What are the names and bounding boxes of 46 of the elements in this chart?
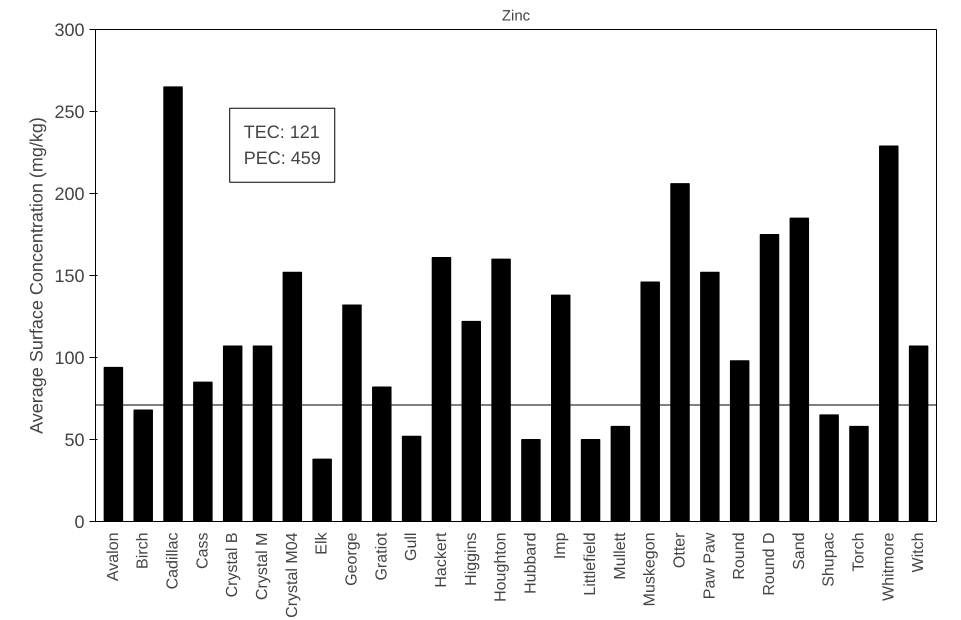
bar (312, 458, 332, 522)
x-tick-label: Houghton (492, 532, 510, 602)
x-tick-label: George (343, 532, 360, 586)
x-tick-label: Avalon (104, 532, 122, 582)
x-tick-label: Birch (134, 532, 152, 569)
bar (849, 426, 869, 522)
x-tick-label: Higgins (462, 532, 480, 586)
x-tick-label: Sand (790, 532, 808, 570)
y-axis-title: Average Surface Concentration (mg/kg) (26, 117, 46, 434)
annotation: TEC: 121 PEC: 459 (244, 122, 321, 168)
bar (521, 439, 541, 522)
x-tick-label: Cass (194, 532, 212, 569)
bar (133, 409, 153, 522)
x-tick-label: Whitmore (880, 532, 898, 601)
x-tick-label: Hackert (432, 532, 450, 588)
y-tick-label: 150 (54, 266, 85, 286)
x-tick-label: Littlefield (582, 532, 600, 596)
x-tick-label: Shupac (820, 532, 838, 587)
y-tick-label: 50 (64, 430, 85, 450)
x-tick-label: Cadillac (164, 532, 182, 590)
x-tick-label: Crystal M04 (284, 532, 301, 618)
x-tick-label: Round D (760, 532, 778, 596)
x-tick-label: Imp (552, 532, 570, 560)
x-tick-label: Muskegon (642, 532, 659, 606)
y-tick-label: 100 (54, 348, 85, 368)
y-tick-label: 0 (74, 512, 85, 532)
y-tick-label: 300 (54, 20, 85, 40)
x-tick-label: Crystal B (224, 532, 242, 598)
x-tick-label: Elk (314, 532, 331, 555)
bar (610, 426, 630, 522)
x-tick-label: Gull (403, 532, 420, 561)
x-tick-label: Gratiot (373, 532, 390, 581)
y-tick-label: 200 (54, 184, 85, 204)
bar (402, 436, 422, 522)
y-tick-label: 250 (54, 102, 85, 122)
x-tick-label: Paw Paw (701, 532, 718, 600)
x-tick-label: Hubbard (522, 532, 540, 594)
x-tick-label: Round (731, 532, 748, 580)
bar (580, 439, 600, 522)
chart-title: Zinc (502, 8, 531, 24)
x-tick-label: Mullett (612, 532, 629, 580)
x-tick-label: Witch (910, 532, 928, 572)
x-tick-label: Crystal M (254, 532, 272, 600)
x-tick-label: Torch (850, 532, 868, 572)
bar (819, 414, 839, 522)
x-tick-label: Otter (672, 532, 689, 568)
